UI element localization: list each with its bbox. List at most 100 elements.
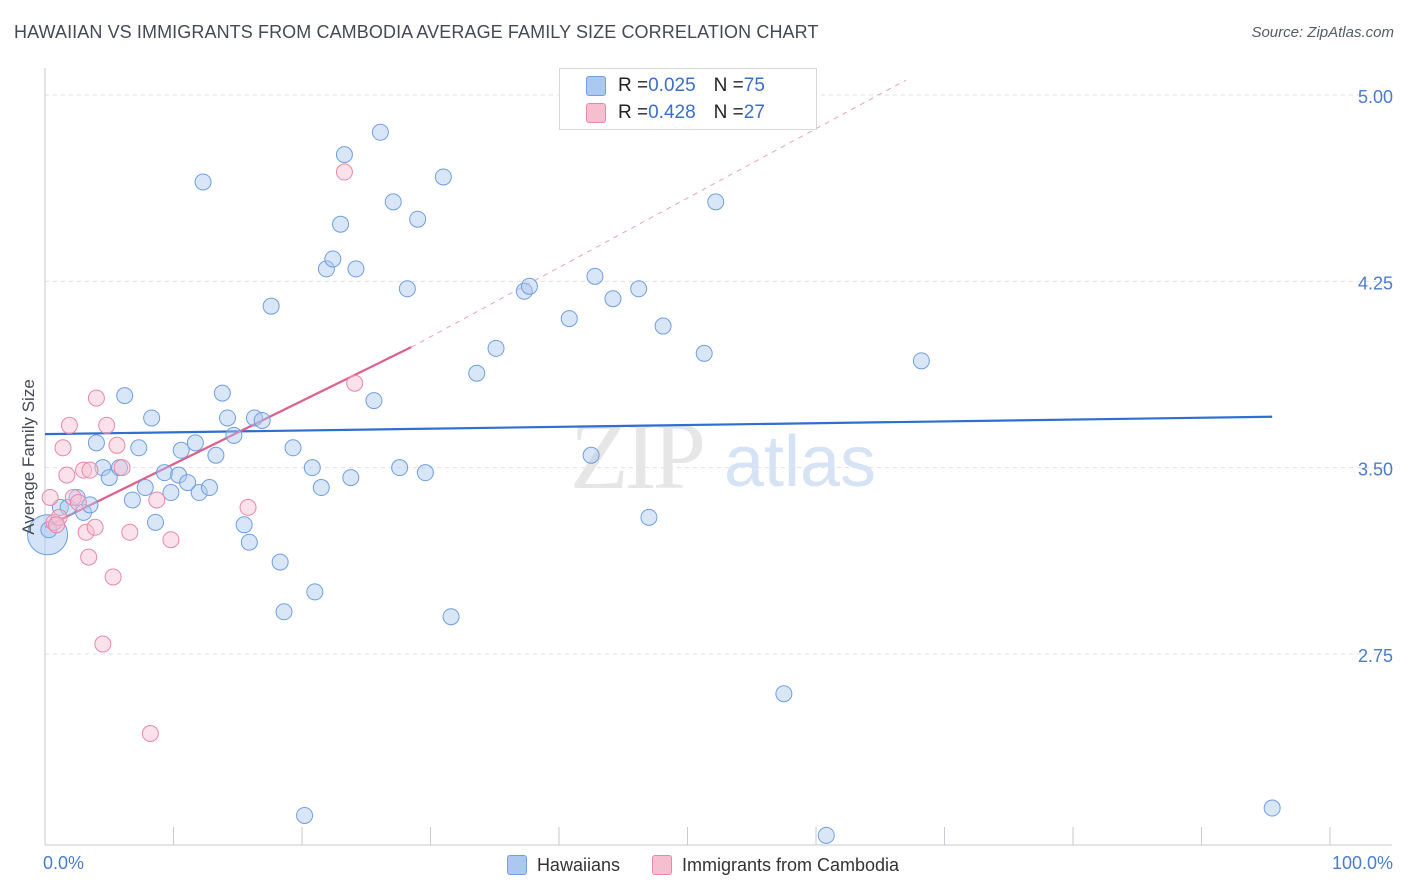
data-point-hawaiians [306, 583, 324, 601]
data-point-hawaiians [317, 260, 335, 278]
data-point-hawaiians [225, 426, 243, 444]
legend: R = 0.025 N = 75 R = 0.428 N = 27 [559, 68, 817, 130]
y-axis-label: Average Family Size [19, 379, 38, 535]
legend-n-label: N = [713, 75, 744, 96]
chart-title: HAWAIIAN VS IMMIGRANTS FROM CAMBODIA AVE… [14, 22, 819, 42]
trend-line-hawaiians [44, 415, 1273, 436]
data-point-hawaiians [213, 384, 231, 402]
data-point-cambodia [108, 436, 126, 454]
data-point-cambodia [86, 518, 104, 536]
data-point-cambodia [162, 531, 180, 549]
data-point-cambodia [239, 498, 257, 516]
data-point-hawaiians [912, 352, 930, 370]
watermark-atlas: atlas [724, 422, 876, 502]
series-legend-cambodia[interactable]: Immigrants from Cambodia [651, 855, 899, 876]
legend-n-value: 27 [743, 102, 765, 123]
data-point-hawaiians [515, 282, 533, 300]
data-point-hawaiians [391, 459, 409, 477]
data-point-hawaiians [235, 516, 253, 534]
data-point-cambodia [113, 459, 131, 477]
data-point-cambodia [87, 389, 105, 407]
data-point-hawaiians [347, 260, 365, 278]
tick-labels: 2.75 3.50 4.25 5.00 0.0% 100.0% [43, 87, 1393, 873]
legend-r-value: 0.428 [648, 102, 696, 123]
data-point-hawaiians [654, 317, 672, 335]
data-point-cambodia [54, 439, 72, 457]
legend-n-value: 75 [743, 75, 765, 96]
data-point-hawaiians [371, 123, 389, 141]
data-point-hawaiians [136, 479, 154, 497]
data-point-hawaiians [296, 806, 314, 824]
source-label: Source: ZipAtlas.com [1251, 24, 1394, 41]
data-points [27, 123, 1281, 844]
legend-swatch-hawaiians [586, 76, 606, 96]
data-point-hawaiians [775, 685, 793, 703]
data-point-hawaiians [162, 484, 180, 502]
data-point-hawaiians [1263, 799, 1281, 817]
series-swatch-hawaiians [506, 855, 527, 875]
data-point-hawaiians [156, 464, 174, 482]
data-point-cambodia [45, 513, 63, 531]
data-point-hawaiians [271, 553, 289, 571]
data-point-hawaiians [123, 491, 141, 509]
series-name-hawaiians: Hawaiians [536, 854, 620, 875]
legend-r-label: R = [618, 75, 649, 96]
data-point-hawaiians [324, 250, 342, 268]
x-tick-label: 100.0% [1332, 853, 1393, 873]
x-tick-label: 0.0% [43, 853, 84, 873]
data-point-cambodia [141, 725, 159, 743]
data-point-hawaiians [342, 469, 360, 487]
data-point-hawaiians [434, 168, 452, 186]
data-point-hawaiians [630, 280, 648, 298]
data-point-hawaiians [207, 446, 225, 464]
legend-row-hawaiians: R = 0.025 N = 75 [586, 73, 765, 99]
data-point-hawaiians [468, 364, 486, 382]
data-point-hawaiians [384, 193, 402, 211]
data-point-hawaiians [194, 173, 212, 191]
data-point-hawaiians [303, 459, 321, 477]
legend-r-label: R = [618, 102, 649, 123]
data-point-hawaiians [332, 215, 350, 233]
data-point-hawaiians [130, 439, 148, 457]
data-point-cambodia [58, 466, 76, 484]
data-point-hawaiians [487, 339, 505, 357]
data-point-hawaiians [284, 439, 302, 457]
gridlines [45, 94, 1392, 655]
legend-n-label: N = [713, 102, 744, 123]
data-point-hawaiians [116, 387, 134, 405]
data-point-cambodia [94, 635, 112, 653]
data-point-hawaiians [100, 469, 118, 487]
data-point-cambodia [104, 568, 122, 586]
legend-r-value: 0.025 [648, 75, 696, 96]
data-point-hawaiians [190, 484, 208, 502]
data-point-cambodia [80, 548, 98, 566]
data-point-hawaiians [398, 280, 416, 298]
data-point-cambodia [346, 374, 364, 392]
data-point-cambodia [41, 488, 59, 506]
series-swatch-cambodia [651, 855, 672, 875]
data-point-hawaiians [218, 409, 236, 427]
data-point-cambodia [148, 491, 166, 509]
trend-lines [44, 79, 1273, 529]
data-point-cambodia [121, 523, 139, 541]
data-point-hawaiians [172, 441, 190, 459]
data-point-hawaiians [560, 310, 578, 328]
data-point-hawaiians [262, 297, 280, 315]
y-tick-label: 4.25 [1358, 273, 1393, 293]
data-point-hawaiians [179, 474, 197, 492]
data-point-hawaiians [240, 533, 258, 551]
data-point-hawaiians [275, 603, 293, 621]
legend-swatch-cambodia [586, 103, 606, 123]
data-point-cambodia [75, 461, 93, 479]
trend-line-cambodia-extrapolated [410, 79, 907, 348]
data-point-hawaiians [604, 290, 622, 308]
series-legend-hawaiians[interactable]: Hawaiians [506, 854, 620, 876]
y-tick-label: 2.75 [1358, 646, 1393, 666]
data-point-hawaiians [312, 479, 330, 497]
data-point-cambodia [77, 523, 95, 541]
data-point-cambodia [335, 163, 353, 181]
series-legend: Hawaiians Immigrants from Cambodia [0, 852, 1406, 878]
data-point-hawaiians [200, 479, 218, 497]
data-point-hawaiians [817, 826, 835, 844]
